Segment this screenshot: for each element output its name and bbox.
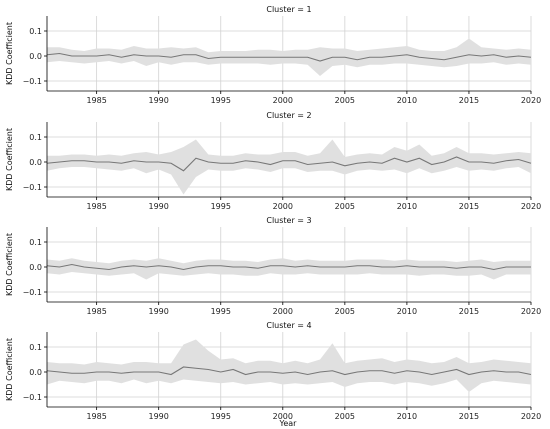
x-tick-label: 2010 bbox=[397, 307, 417, 316]
x-tick-label: 1985 bbox=[86, 202, 106, 211]
x-tick-label: 1990 bbox=[149, 307, 169, 316]
y-axis-label: KDD Coefficient bbox=[5, 233, 14, 296]
x-tick-label: 1990 bbox=[149, 96, 169, 105]
x-tick-label: 1985 bbox=[86, 96, 106, 105]
series-line bbox=[46, 156, 532, 172]
y-tick-label: −0.1 bbox=[23, 77, 42, 86]
chart-panel-3: Cluster = 3 KDD Coefficient 0.1 0.0 −0.1 1985… bbox=[5, 216, 541, 316]
x-tick-label: 2015 bbox=[459, 202, 479, 211]
x-tick-label: 2005 bbox=[335, 96, 355, 105]
y-tick-label: 0.1 bbox=[29, 133, 42, 142]
x-tick-label: 1995 bbox=[211, 202, 231, 211]
x-tick-label: 2000 bbox=[273, 96, 293, 105]
x-tick-label: 2020 bbox=[521, 412, 541, 421]
facet-panels: Cluster = 1 KDD Coefficient 0.1 0.0 −0.1 1985… bbox=[5, 5, 541, 421]
x-tick-label: 2015 bbox=[459, 307, 479, 316]
x-tick-label: 2005 bbox=[335, 412, 355, 421]
y-tick-label: −0.1 bbox=[23, 393, 42, 402]
x-tick-label: 2010 bbox=[397, 202, 417, 211]
y-tick-label: 0.1 bbox=[29, 238, 42, 247]
x-axis-label: Year bbox=[279, 419, 298, 428]
x-tick-label: 2010 bbox=[397, 96, 417, 105]
y-axis-label: KDD Coefficient bbox=[5, 338, 14, 401]
y-tick-label: −0.1 bbox=[23, 288, 42, 297]
chart-panel-2: Cluster = 2 KDD Coefficient 0.1 0.0 −0.1 1985… bbox=[5, 111, 541, 211]
x-tick-label: 2015 bbox=[459, 412, 479, 421]
x-tick-label: 2015 bbox=[459, 96, 479, 105]
series-line bbox=[46, 263, 531, 271]
x-tick-label: 2000 bbox=[273, 412, 293, 421]
confidence-band bbox=[47, 139, 531, 195]
y-tick-label: 0.0 bbox=[29, 158, 42, 167]
x-tick-label: 1985 bbox=[86, 307, 106, 316]
y-tick-label: −0.1 bbox=[23, 183, 42, 192]
x-tick-label: 1995 bbox=[211, 307, 231, 316]
y-tick-label: 0.1 bbox=[29, 343, 42, 352]
y-tick-label: 0.1 bbox=[29, 27, 42, 36]
x-tick-label: 2020 bbox=[521, 307, 541, 316]
x-tick-label: 1990 bbox=[149, 412, 169, 421]
x-tick-label: 1995 bbox=[211, 96, 231, 105]
y-tick-label: 0.0 bbox=[29, 368, 42, 377]
panel-title: Cluster = 3 bbox=[266, 216, 311, 225]
confidence-band bbox=[47, 339, 531, 392]
x-tick-label: 2005 bbox=[335, 202, 355, 211]
y-axis-label: KDD Coefficient bbox=[5, 128, 14, 191]
panel-title: Cluster = 2 bbox=[266, 111, 311, 120]
x-tick-label: 2020 bbox=[521, 96, 541, 105]
series-line bbox=[46, 52, 532, 62]
series-line bbox=[46, 366, 532, 376]
x-tick-label: 2005 bbox=[335, 307, 355, 316]
chart-panel-4: Cluster = 4 KDD Coefficient 0.1 0.0 −0.1 1985… bbox=[5, 321, 541, 421]
x-tick-label: 1985 bbox=[86, 412, 106, 421]
x-tick-label: 1995 bbox=[211, 412, 231, 421]
x-tick-label: 2020 bbox=[521, 202, 541, 211]
y-tick-label: 0.0 bbox=[29, 52, 42, 61]
x-tick-label: 2000 bbox=[273, 307, 293, 316]
x-tick-label: 2000 bbox=[273, 202, 293, 211]
x-tick-label: 1990 bbox=[149, 202, 169, 211]
panel-title: Cluster = 4 bbox=[266, 321, 311, 330]
x-tick-label: 2010 bbox=[397, 412, 417, 421]
panel-title: Cluster = 1 bbox=[266, 5, 311, 14]
y-axis-label: KDD Coefficient bbox=[5, 22, 14, 85]
y-tick-label: 0.0 bbox=[29, 263, 42, 272]
chart-panel-1: Cluster = 1 KDD Coefficient 0.1 0.0 −0.1 1985… bbox=[5, 5, 541, 105]
confidence-band bbox=[47, 258, 531, 280]
